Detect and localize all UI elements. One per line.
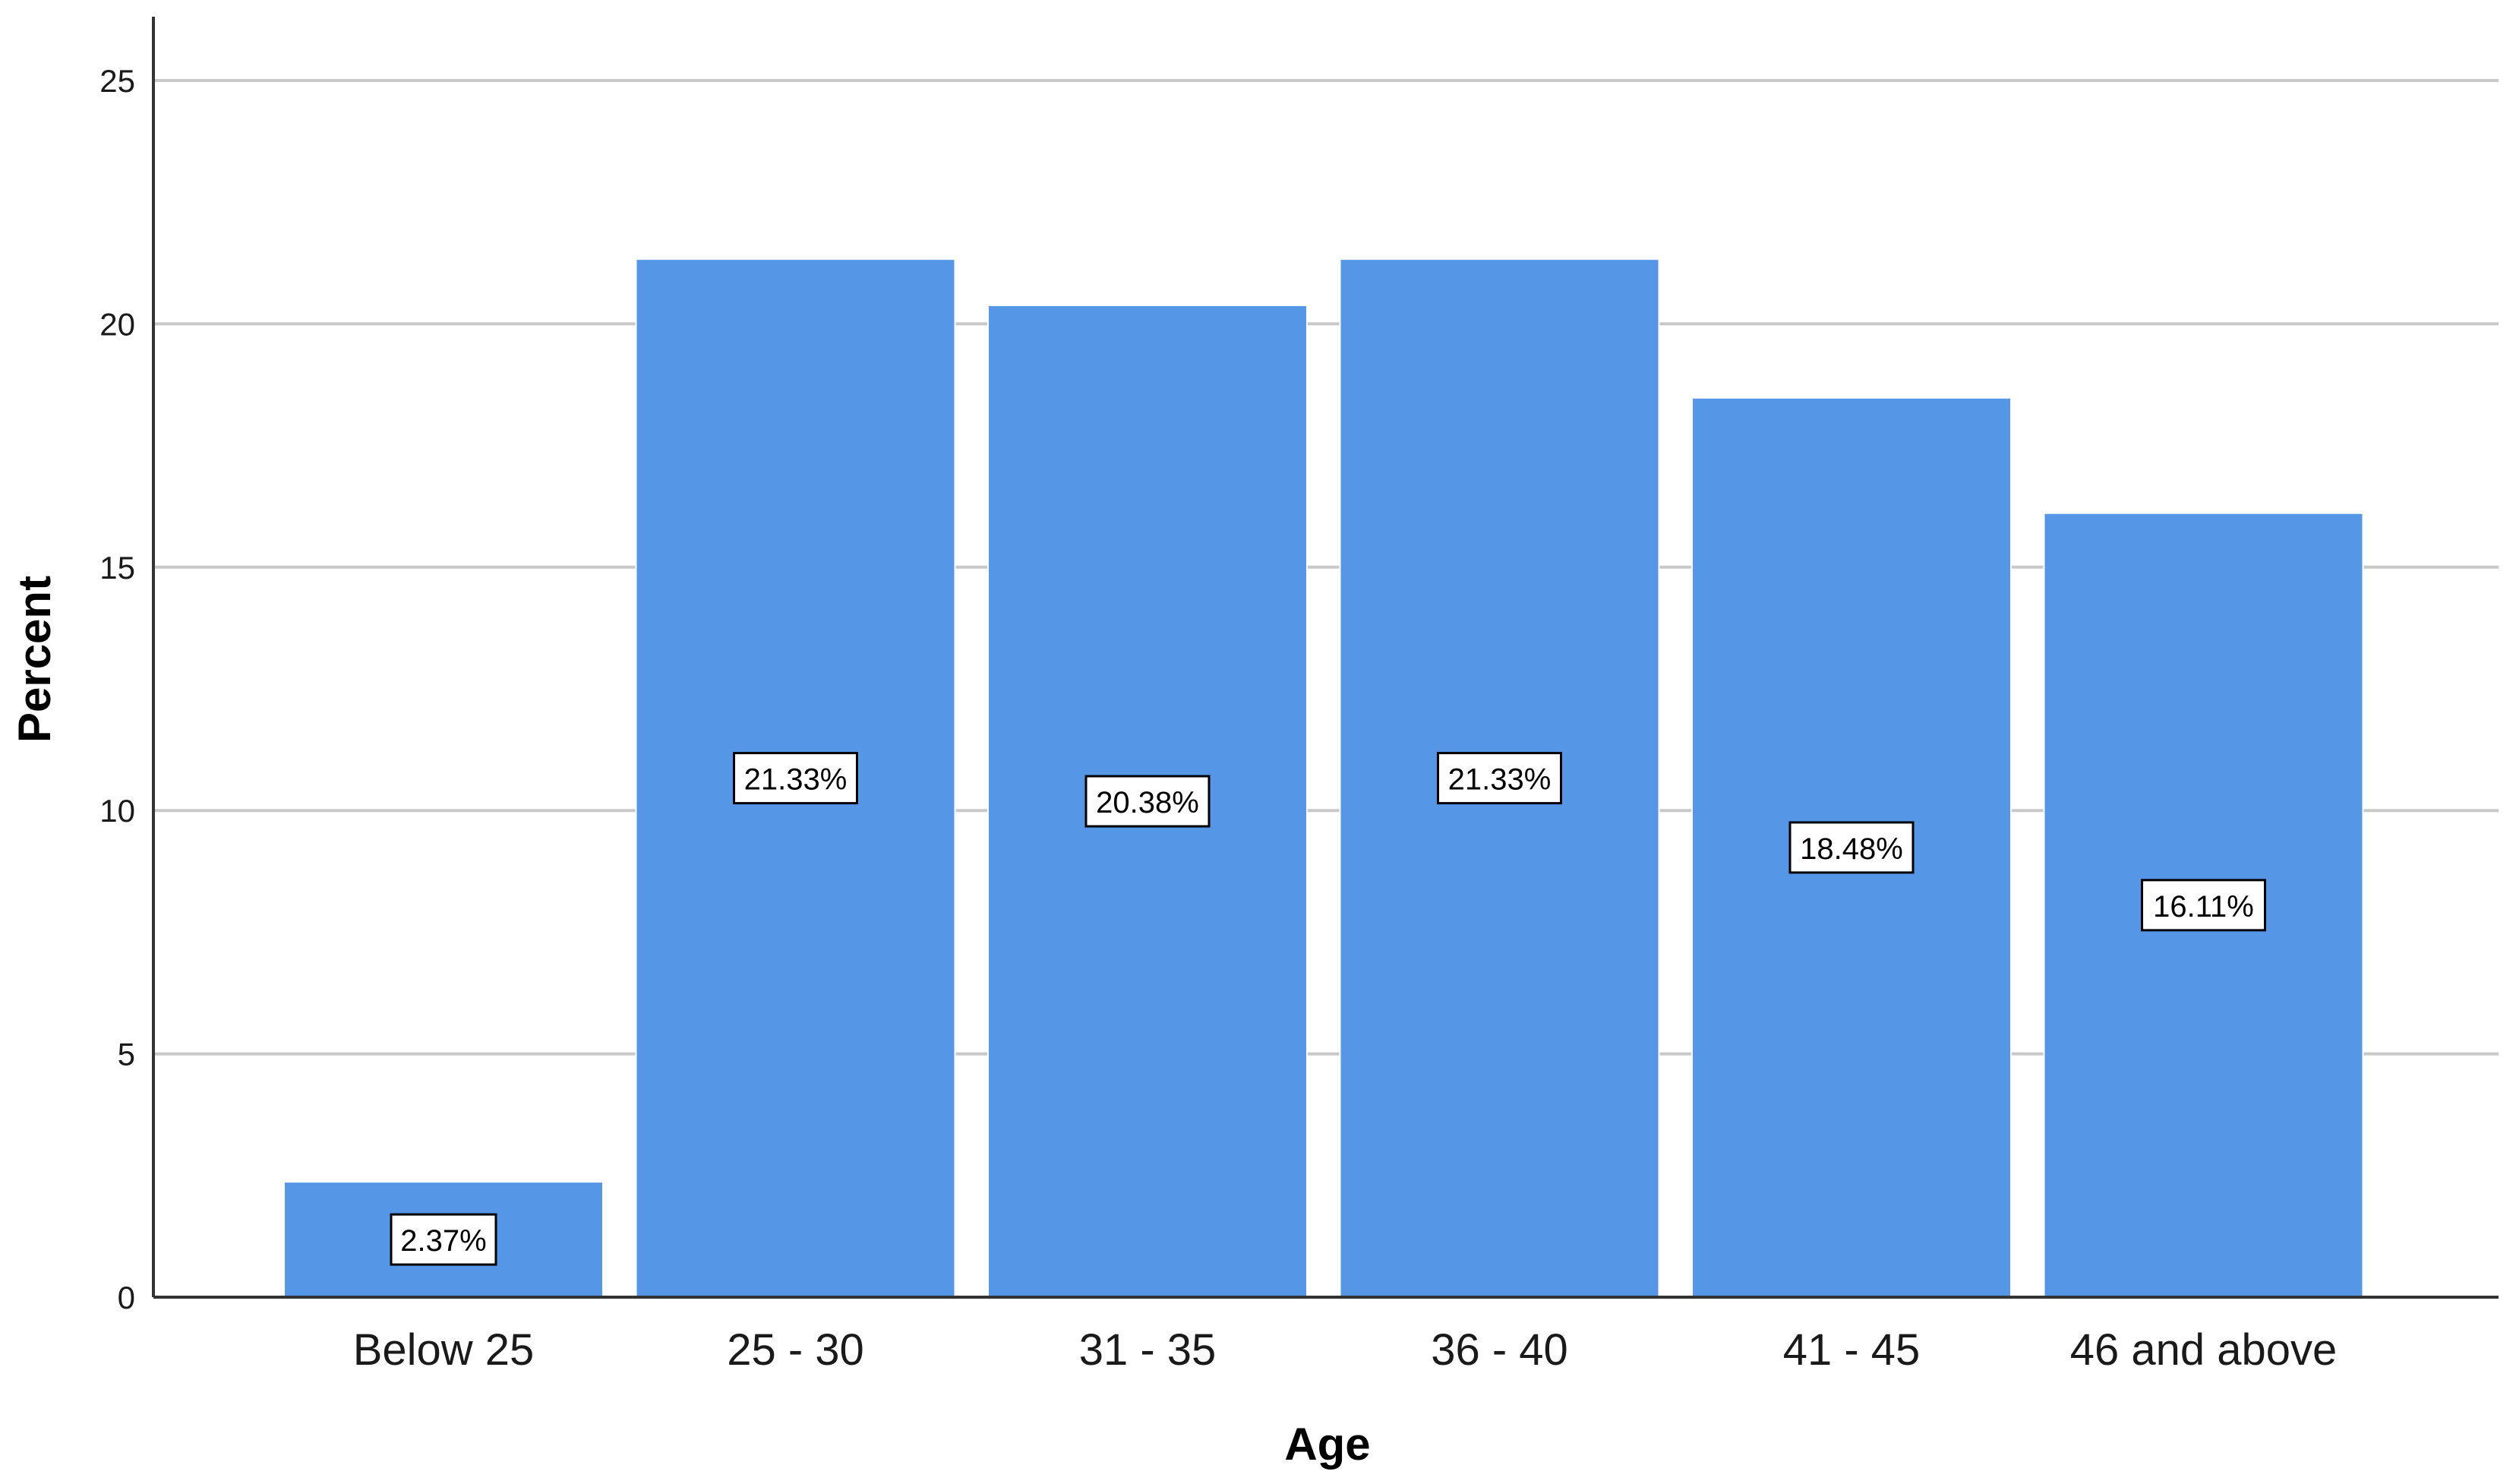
- y-tick-label: 20: [99, 306, 135, 342]
- y-axis-title: Percent: [9, 576, 60, 743]
- bars: [283, 258, 2364, 1299]
- x-tick-label: 31 - 35: [1079, 1325, 1217, 1375]
- x-tick-label: 46 and above: [2070, 1325, 2338, 1375]
- y-tick-label: 10: [99, 793, 135, 829]
- y-tick-label: 0: [118, 1280, 135, 1315]
- y-tick-label: 5: [118, 1037, 135, 1072]
- data-label-box: [2141, 879, 2266, 932]
- data-label-box: [1437, 752, 1562, 805]
- x-tick-label: 25 - 30: [727, 1325, 864, 1375]
- data-label: 16.11%: [2153, 890, 2254, 924]
- x-tick-label: 36 - 40: [1431, 1325, 1568, 1375]
- data-label: 20.38%: [1096, 786, 1199, 819]
- y-tick-labels: 0 5 10 15 20 25: [99, 63, 135, 1315]
- data-label: 21.33%: [1448, 763, 1552, 797]
- data-labels: 2.37% 21.33% 20.38% 21.33% 18.48% 16.11%: [390, 752, 2266, 1266]
- y-tick-label: 25: [99, 63, 135, 99]
- x-tick-label: 41 - 45: [1783, 1325, 1921, 1375]
- data-label-box: [733, 752, 858, 805]
- data-label-box: [1788, 821, 1915, 874]
- x-tick-label: Below 25: [353, 1325, 535, 1375]
- data-label-box: [390, 1213, 497, 1266]
- y-tick-label: 15: [99, 550, 135, 586]
- data-label: 2.37%: [400, 1224, 486, 1258]
- x-tick-labels: Below 25 25 - 30 31 - 35 36 - 40 41 - 45 46 a…: [353, 1325, 2338, 1375]
- data-label: 18.48%: [1800, 832, 1903, 866]
- data-label-box: [1084, 775, 1211, 828]
- data-label: 21.33%: [744, 763, 848, 797]
- axes: [152, 17, 2499, 1299]
- x-axis-title: Age: [1284, 1419, 1370, 1470]
